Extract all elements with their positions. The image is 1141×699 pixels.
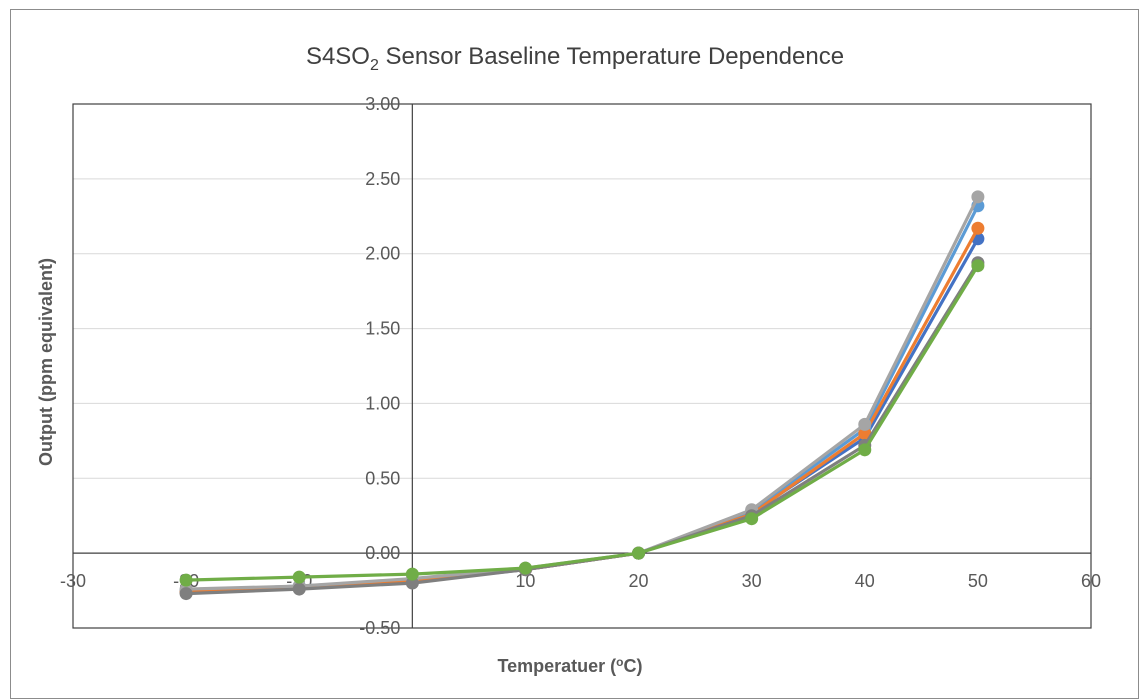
x-tick-label: -30 [60, 571, 86, 591]
y-tick-label: 0.50 [365, 468, 400, 488]
chart-title: S4SO2 Sensor Baseline Temperature Depend… [306, 43, 844, 74]
series-4 [179, 190, 985, 596]
data-point [971, 190, 985, 204]
axes [73, 104, 1091, 628]
data-point [858, 426, 872, 440]
data-point [632, 546, 646, 560]
y-tick-label: 1.50 [365, 319, 400, 339]
series-3 [179, 221, 985, 599]
data-point [179, 587, 193, 601]
data-point [858, 443, 872, 457]
y-tick-label: 0.00 [365, 543, 400, 563]
data-point [745, 512, 759, 526]
series-line [186, 264, 980, 582]
x-tick-label: 10 [515, 571, 535, 591]
data-point [292, 570, 306, 584]
x-axis-title: Temperatuer (oC) [497, 655, 642, 676]
data-point [405, 576, 419, 590]
series-line [186, 227, 980, 594]
plot-area-border [72, 103, 1092, 629]
y-tick-label: -0.50 [359, 618, 400, 638]
x-tick-label: 60 [1081, 571, 1101, 591]
data-point [292, 582, 306, 596]
y-tick-label: 2.00 [365, 244, 400, 264]
series-2 [179, 199, 985, 598]
x-tick-label: 30 [742, 571, 762, 591]
series-6 [179, 259, 985, 587]
series-1 [179, 232, 985, 599]
chart-title-subscript: 2 [370, 57, 379, 74]
data-point [179, 573, 193, 587]
series-layer [179, 190, 985, 601]
series-line [186, 196, 980, 591]
grid-lines [73, 103, 1091, 629]
series-line [186, 205, 980, 593]
chart-frame [10, 9, 1139, 699]
data-point [858, 417, 872, 431]
series-line [186, 237, 980, 594]
data-point [971, 221, 985, 235]
x-tick-label: 20 [629, 571, 649, 591]
y-tick-label: 1.00 [365, 393, 400, 413]
tick-labels: -0.500.000.501.001.502.002.503.00-30-20-… [60, 94, 1101, 638]
x-axis-title-superscript: o [616, 655, 623, 669]
y-axis-title: Output (ppm equivalent) [36, 258, 56, 466]
data-point [518, 561, 532, 575]
data-point [405, 567, 419, 581]
data-point [971, 259, 985, 273]
x-tick-label: 50 [968, 571, 988, 591]
y-tick-label: 2.50 [365, 169, 400, 189]
y-tick-label: 3.00 [365, 94, 400, 114]
x-tick-label: 40 [855, 571, 875, 591]
